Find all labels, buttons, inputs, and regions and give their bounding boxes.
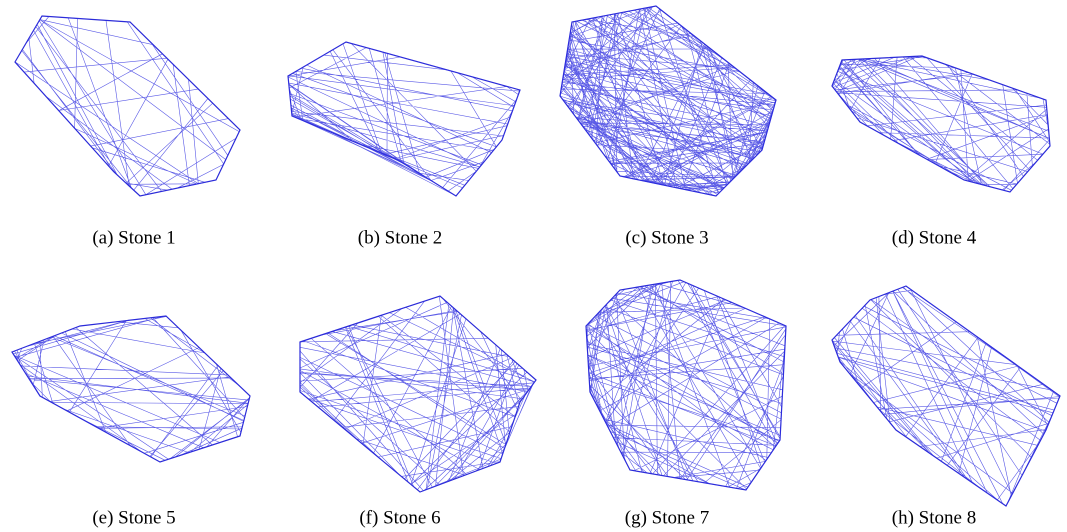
caption: (e) Stone 5 (92, 507, 175, 528)
stone-outline (832, 286, 1060, 506)
stone-outline (832, 56, 1050, 192)
caption: (g) Stone 7 (625, 507, 709, 528)
caption: (a) Stone 1 (92, 227, 175, 248)
caption: (c) Stone 3 (625, 227, 708, 248)
page: (a) Stone 1 (b) Stone 2 (c) Stone 3 (d) … (0, 0, 1067, 532)
stone-wireframe (288, 43, 520, 195)
stone-wireframe (832, 286, 1060, 504)
caption: (h) Stone 8 (892, 507, 976, 528)
stone-wireframe (560, 7, 776, 196)
wireframes (12, 6, 1060, 506)
stone-wireframe (15, 17, 239, 195)
caption: (b) Stone 2 (358, 227, 442, 248)
caption: (f) Stone 6 (359, 507, 440, 528)
caption: (d) Stone 4 (892, 227, 977, 248)
stone-outline (15, 16, 240, 196)
stone-wireframe (586, 280, 786, 490)
figure: (a) Stone 1 (b) Stone 2 (c) Stone 3 (d) … (0, 0, 1067, 532)
